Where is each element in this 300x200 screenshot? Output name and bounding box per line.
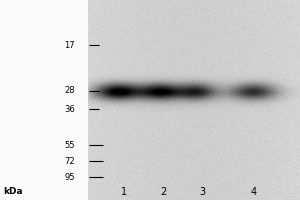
Text: 1: 1 (122, 187, 128, 197)
Text: 3: 3 (200, 187, 206, 197)
Text: 95: 95 (64, 172, 75, 182)
Text: 72: 72 (64, 156, 75, 166)
Text: 2: 2 (160, 187, 166, 197)
Text: kDa: kDa (3, 188, 22, 196)
Text: 17: 17 (64, 40, 75, 49)
Text: 55: 55 (64, 140, 75, 149)
Text: 4: 4 (250, 187, 256, 197)
Text: 36: 36 (64, 104, 75, 114)
Text: 28: 28 (64, 86, 75, 95)
